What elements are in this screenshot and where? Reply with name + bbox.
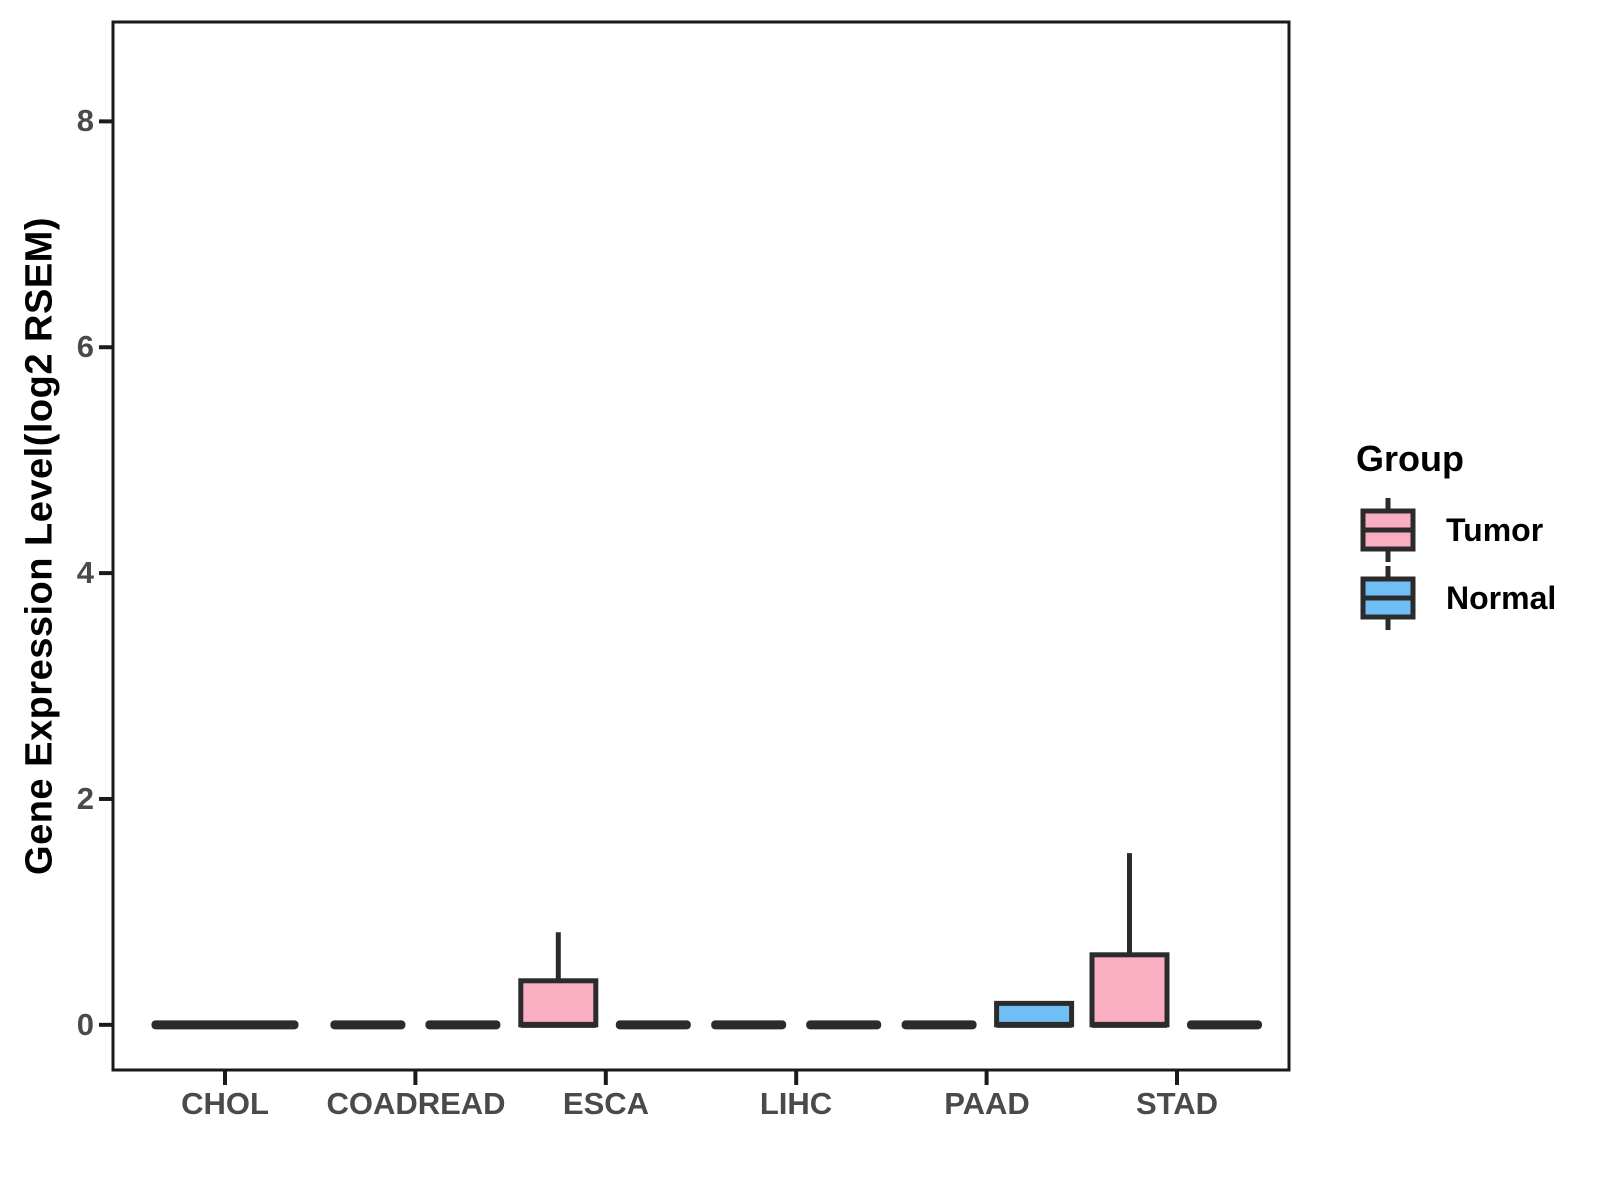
x-tick-label-chol: CHOL	[181, 1086, 269, 1121]
box-STAD-Normal	[1187, 1020, 1262, 1030]
x-tick-label-esca: ESCA	[562, 1086, 650, 1121]
box-PAAD-Normal	[994, 1000, 1075, 1028]
x-tick-label-lihc: LIHC	[759, 1086, 833, 1121]
panel-border	[111, 20, 1291, 1072]
legend-entry-normal: Normal	[1326, 564, 1556, 632]
legend-title: Group	[1356, 438, 1464, 479]
y-axis-title: Gene Expression Level(log2 RSEM)	[18, 217, 61, 875]
x-tick-label-paad: PAAD	[944, 1086, 1030, 1121]
box-COADREAD-Normal	[425, 1020, 501, 1030]
box-CHOL-Tumor	[151, 1020, 299, 1030]
box-PAAD-Tumor	[901, 1020, 977, 1030]
y-tick-label-0: 0	[76, 1007, 94, 1042]
legend-entry-tumor: Tumor	[1326, 496, 1556, 564]
y-tick-label-2: 2	[76, 781, 94, 816]
boxplot-key-tumor-icon	[1360, 498, 1416, 562]
y-tick-label-8: 8	[76, 103, 94, 138]
boxplot-key-normal-icon	[1360, 566, 1416, 630]
x-tick-label-stad: STAD	[1135, 1086, 1219, 1121]
x-tick-label-coadread: COADREAD	[326, 1086, 506, 1121]
legend-label-tumor: Tumor	[1446, 511, 1544, 548]
y-tick-label-4: 4	[76, 555, 94, 590]
legend-label-normal: Normal	[1446, 579, 1557, 616]
box-LIHC-Tumor	[711, 1020, 787, 1030]
box-ESCA-Tumor	[518, 932, 599, 1028]
box-COADREAD-Tumor	[330, 1020, 406, 1030]
y-tick-label-6: 6	[76, 329, 94, 364]
box-ESCA-Normal	[615, 1020, 691, 1030]
box-LIHC-Normal	[806, 1020, 882, 1030]
box-STAD-Tumor	[1089, 853, 1170, 1028]
legend: Group Tumor Normal	[1326, 438, 1556, 632]
